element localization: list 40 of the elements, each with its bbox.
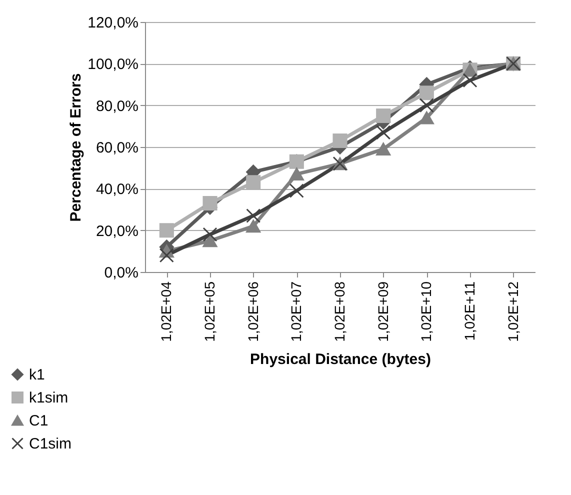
y-tick-label: 60,0%: [96, 140, 138, 156]
y-tick-label: 40,0%: [96, 181, 138, 198]
y-tick-label: 80,0%: [96, 98, 138, 115]
point: [159, 248, 174, 263]
point: [332, 133, 348, 148]
x-tick-label: 1,02E+07: [288, 281, 304, 342]
legend-label: C1: [29, 412, 48, 430]
x-tick-label: 1,02E+12: [504, 281, 521, 342]
x-tick-label: 1,02E+09: [374, 281, 391, 342]
x-tick-label: 1,02E+10: [418, 281, 434, 342]
x-tick-label: 1,02E+04: [158, 281, 174, 342]
y-tick-label: 120,0%: [88, 14, 138, 32]
x-tick-label: 1,02E+06: [244, 281, 261, 342]
point: [376, 142, 391, 156]
point: [289, 168, 304, 180]
point: [159, 223, 174, 238]
point: [462, 73, 478, 88]
legend-label: k1sim: [29, 390, 68, 406]
point: [289, 183, 304, 198]
point: [246, 175, 261, 190]
x-tick-label: 1,02E+05: [202, 281, 218, 342]
y-tick-label: 20,0%: [96, 222, 138, 240]
legend-label: C1sim: [29, 436, 72, 452]
y-tick-label: 0,0%: [104, 264, 138, 282]
y-tick-label: 100,0%: [88, 56, 138, 74]
point: [419, 98, 434, 113]
point: [246, 220, 261, 233]
x-axis-title: Physical Distance (bytes): [250, 350, 431, 368]
point: [419, 86, 434, 100]
x-tick-label: 1,02E+08: [332, 281, 348, 342]
point: [202, 227, 218, 242]
point: [202, 234, 218, 248]
point: [202, 196, 218, 211]
point: [246, 208, 261, 224]
point: [419, 111, 434, 124]
x-tick-label: 1,02E+11: [462, 281, 478, 341]
legend-label: k1: [29, 366, 45, 384]
point: [376, 108, 391, 124]
point: [376, 125, 391, 140]
y-axis-title: Percentage of Errors: [68, 73, 85, 222]
